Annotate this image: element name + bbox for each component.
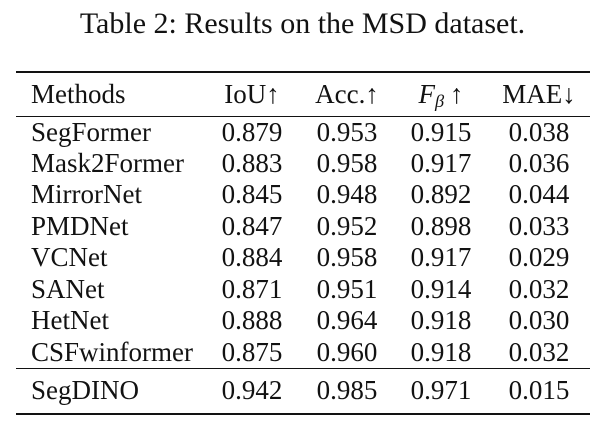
table-row-mask2former: Mask2Former 0.883 0.958 0.917 0.036	[16, 148, 590, 180]
method-name-cell: PMDNet	[31, 210, 129, 241]
iou-value-cell: 0.847	[221, 210, 283, 241]
header-row: Methods IoU↑ Acc.↑ Fβ ↑ MAE↓	[16, 72, 590, 116]
mae-value-cell: 0.036	[508, 147, 570, 178]
acc-value-cell: 0.960	[316, 336, 378, 367]
table-row-vcnet: VCNet 0.884 0.958 0.917 0.029	[16, 242, 590, 274]
acc-value-cell: 0.958	[316, 147, 378, 178]
iou-value-cell: 0.884	[221, 242, 283, 273]
method-name-cell: Mask2Former	[31, 147, 184, 178]
iou-value-cell: 0.942	[221, 375, 283, 406]
mae-value-cell: 0.030	[508, 305, 570, 336]
fbeta-value-cell: 0.918	[410, 336, 472, 367]
acc-value-cell: 0.985	[316, 375, 378, 406]
method-name-cell: CSFwinformer	[31, 336, 193, 367]
iou-value-cell: 0.871	[221, 273, 283, 304]
acc-value-cell: 0.958	[316, 242, 378, 273]
iou-value-cell: 0.875	[221, 336, 283, 367]
fbeta-value-cell: 0.915	[410, 116, 472, 147]
fbeta-value-cell: 0.892	[410, 179, 472, 210]
column-header-methods: Methods	[31, 78, 126, 109]
table-row-mirrornet: MirrorNet 0.845 0.948 0.892 0.044	[16, 179, 590, 211]
mae-value-cell: 0.032	[508, 273, 570, 304]
acc-value-cell: 0.952	[316, 210, 378, 241]
fbeta-value-cell: 0.918	[410, 305, 472, 336]
iou-value-cell: 0.883	[221, 147, 283, 178]
column-header-mae: MAE↓	[502, 78, 576, 109]
method-name-cell: SegDINO	[31, 375, 139, 406]
iou-value-cell: 0.879	[221, 116, 283, 147]
acc-value-cell: 0.951	[316, 273, 378, 304]
method-name-cell: HetNet	[31, 305, 109, 336]
table-row-segformer: SegFormer 0.879 0.953 0.915 0.038	[16, 116, 590, 148]
mae-value-cell: 0.033	[508, 210, 570, 241]
fbeta-value-cell: 0.917	[410, 147, 472, 178]
method-name-cell: MirrorNet	[31, 179, 142, 210]
method-name-cell: VCNet	[31, 242, 108, 273]
iou-value-cell: 0.845	[221, 179, 283, 210]
column-header-iou: IoU↑	[224, 78, 280, 109]
column-header-acc: Acc.↑	[315, 78, 379, 109]
mae-value-cell: 0.032	[508, 336, 570, 367]
results-table: Methods IoU↑ Acc.↑ Fβ ↑ MAE↓ SegFormer 0.…	[16, 71, 590, 415]
table-row-sanet: SANet 0.871 0.951 0.914 0.032	[16, 274, 590, 306]
fbeta-value-cell: 0.917	[410, 242, 472, 273]
table-row-csfwinformer: CSFwinformer 0.875 0.960 0.918 0.032	[16, 336, 590, 368]
mae-value-cell: 0.038	[508, 116, 570, 147]
fbeta-symbol: F	[418, 78, 435, 109]
table-row-segdino-highlight: SegDINO 0.942 0.985 0.971 0.015	[16, 368, 590, 414]
table-caption: Table 2: Results on the MSD dataset.	[79, 7, 526, 40]
up-arrow-icon: ↑	[450, 78, 464, 109]
mae-value-cell: 0.044	[508, 179, 570, 210]
method-name-cell: SegFormer	[31, 116, 151, 147]
fbeta-value-cell: 0.914	[410, 273, 472, 304]
fbeta-value-cell: 0.971	[410, 375, 472, 406]
mae-value-cell: 0.029	[508, 242, 570, 273]
fbeta-subscript: β	[434, 91, 445, 112]
acc-value-cell: 0.964	[316, 305, 378, 336]
table-row-pmdnet: PMDNet 0.847 0.952 0.898 0.033	[16, 211, 590, 243]
table-row-hetnet: HetNet 0.888 0.964 0.918 0.030	[16, 305, 590, 337]
iou-value-cell: 0.888	[221, 305, 283, 336]
acc-value-cell: 0.953	[316, 116, 378, 147]
acc-value-cell: 0.948	[316, 179, 378, 210]
column-header-fbeta: Fβ ↑	[394, 72, 488, 116]
fbeta-value-cell: 0.898	[410, 210, 472, 241]
mae-value-cell: 0.015	[508, 375, 570, 406]
method-name-cell: SANet	[31, 273, 105, 304]
